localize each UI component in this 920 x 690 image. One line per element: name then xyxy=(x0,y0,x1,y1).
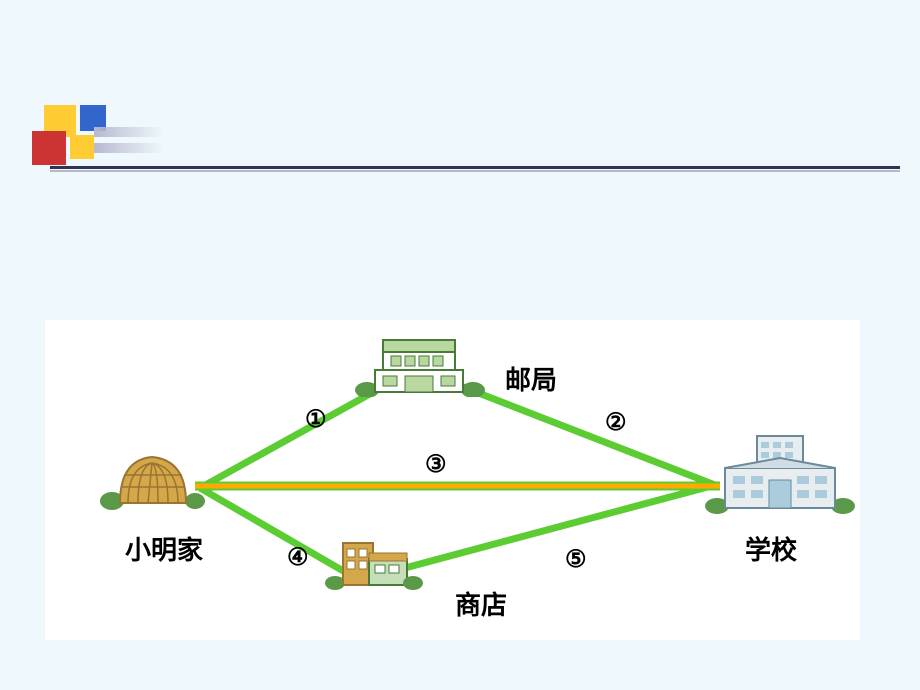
node-label-school: 学校 xyxy=(745,530,797,567)
store-building-icon xyxy=(325,535,425,595)
horizontal-rule-shadow xyxy=(50,170,900,172)
node-label-store: 商店 xyxy=(455,585,507,622)
path-diagram: 小明家 邮局 商店 学校 ① ② ③ ④ ⑤ xyxy=(45,320,860,640)
edge-label-1: ① xyxy=(305,405,327,434)
edge-label-3: ③ xyxy=(425,450,447,479)
horizontal-rule xyxy=(50,166,900,169)
edge-label-2: ② xyxy=(605,408,627,437)
edge-label-5: ⑤ xyxy=(565,545,587,574)
post-office-building-icon xyxy=(355,332,485,402)
school-building-icon xyxy=(705,430,855,520)
edge-label-4: ④ xyxy=(287,543,309,572)
home-building-icon xyxy=(100,445,205,515)
node-label-post: 邮局 xyxy=(505,360,557,397)
node-label-home: 小明家 xyxy=(125,530,203,567)
